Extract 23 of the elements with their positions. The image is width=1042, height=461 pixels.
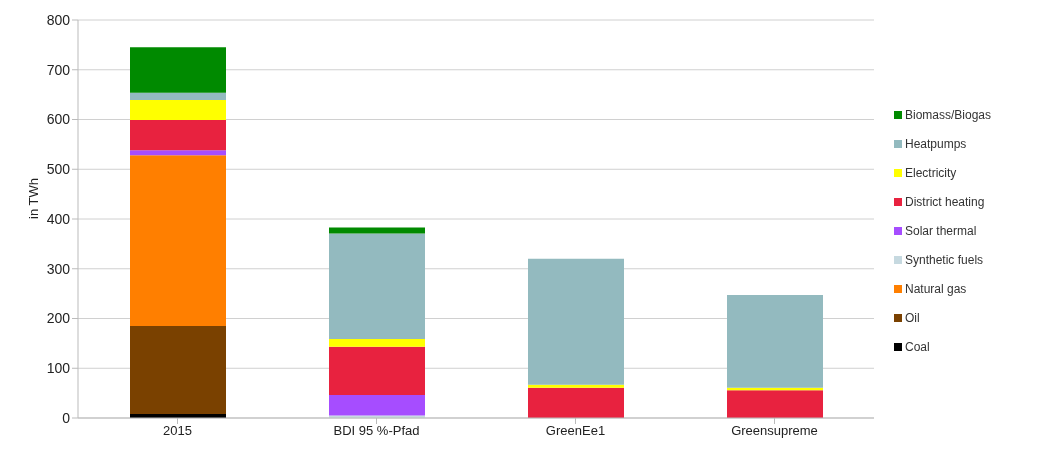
y-tick-label: 100 — [46, 360, 71, 377]
x-tick-label: Greensupreme — [731, 423, 818, 439]
legend-label: Synthetic fuels — [905, 252, 984, 267]
legend-label: Solar thermal — [905, 223, 977, 238]
y-tick-label: 200 — [46, 310, 71, 327]
legend-label: Coal — [905, 339, 930, 354]
legend-label: Biomass/Biogas — [905, 107, 992, 122]
legend-label: Electricity — [905, 165, 957, 180]
x-tick-label: BDI 95 %-Pfad — [333, 423, 420, 439]
legend-label: Oil — [905, 310, 920, 325]
y-tick-label: 300 — [46, 260, 71, 277]
y-tick-label: 0 — [62, 409, 71, 426]
x-tick-label: 2015 — [163, 423, 192, 439]
legend-label: Heatpumps — [905, 136, 967, 151]
y-tick-label: 600 — [46, 111, 71, 128]
y-tick-label: 500 — [46, 161, 71, 178]
y-tick-label: 700 — [46, 61, 71, 78]
y-axis-title: in TWh — [25, 178, 41, 219]
y-tick-label: 400 — [46, 210, 71, 227]
y-tick-label: 800 — [46, 11, 71, 28]
legend-label: District heating — [905, 194, 985, 209]
x-tick-label: GreenEe1 — [545, 423, 606, 439]
legend-label: Natural gas — [905, 281, 967, 296]
